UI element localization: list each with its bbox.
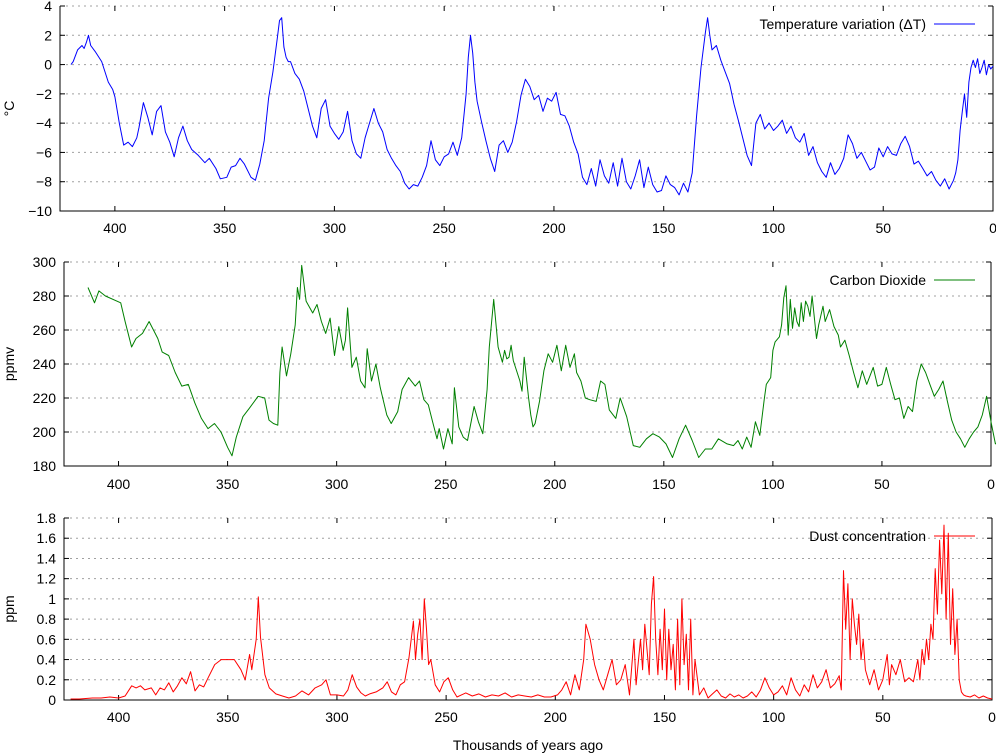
y-axis-title: ppmv [1, 347, 17, 381]
y-tick-label: 1 [48, 591, 56, 607]
x-tick-label: 0 [987, 476, 995, 492]
x-tick-label: 50 [874, 476, 890, 492]
y-tick-label: 1.4 [37, 550, 57, 566]
legend-label: Dust concentration [809, 528, 926, 544]
x-tick-label: 250 [434, 476, 458, 492]
x-tick-label: 300 [325, 709, 349, 725]
x-tick-label: 0 [988, 709, 996, 725]
x-tick-label: 250 [434, 709, 458, 725]
y-tick-label: 0.8 [37, 611, 57, 627]
x-tick-label: 400 [103, 220, 127, 236]
y-tick-label: −4 [36, 115, 52, 131]
series-line [87, 264, 996, 458]
y-tick-label: 280 [33, 288, 57, 304]
x-tick-label: 100 [762, 220, 786, 236]
y-tick-label: 0.4 [37, 652, 57, 668]
y-tick-label: 240 [33, 356, 57, 372]
y-tick-label: 0.2 [37, 672, 57, 688]
x-tick-label: 350 [213, 220, 237, 236]
legend-label: Temperature variation (ΔT) [759, 16, 926, 32]
chart-panel-2: 300 280 260 240 220 200 180 400 350 300 250 200 150 1… [1, 254, 996, 492]
axis-frame [59, 6, 994, 212]
y-tick-label: 1.8 [37, 510, 57, 526]
x-tick-label: 200 [544, 709, 568, 725]
y-tick-label: 0 [48, 692, 56, 708]
y-axis-title: °C [1, 101, 17, 117]
x-tick-label: 50 [875, 709, 891, 725]
y-tick-label: 300 [33, 254, 57, 270]
chart-panel-1: 4 2 0 −2 −4 −6 −8 −10 400 350 300 250 200 150 100 50 0 °C… [1, 0, 996, 236]
legend-label: Carbon Dioxide [830, 272, 927, 288]
y-tick-label: 1.6 [37, 530, 57, 546]
series-line [70, 17, 994, 196]
x-axis-title: Thousands of years ago [453, 737, 603, 753]
x-tick-label: 400 [107, 709, 131, 725]
x-tick-label: 150 [652, 476, 676, 492]
y-tick-label: 2 [44, 27, 52, 43]
x-tick-label: 50 [875, 220, 891, 236]
x-tick-label: 100 [761, 476, 785, 492]
y-axis-title: ppm [1, 595, 17, 622]
x-tick-label: 0 [989, 220, 996, 236]
y-tick-label: −6 [36, 144, 52, 160]
y-tick-label: 0 [44, 57, 52, 73]
x-tick-label: 350 [216, 476, 240, 492]
y-tick-label: −10 [28, 203, 52, 219]
x-tick-label: 300 [323, 220, 347, 236]
x-tick-label: 150 [652, 220, 676, 236]
chart-panel-3: 1.8 1.6 1.4 1.2 1 0.8 0.6 0.4 0.2 0 400 350 300 250 20… [1, 510, 996, 725]
y-tick-label: 200 [33, 424, 57, 440]
x-tick-label: 150 [653, 709, 677, 725]
y-tick-label: 1.2 [37, 571, 57, 587]
y-tick-label: −2 [36, 86, 52, 102]
x-tick-label: 100 [762, 709, 786, 725]
x-tick-label: 200 [543, 476, 567, 492]
x-tick-label: 200 [542, 220, 566, 236]
y-tick-label: 220 [33, 390, 57, 406]
x-tick-label: 350 [216, 709, 240, 725]
x-tick-label: 250 [432, 220, 456, 236]
y-tick-label: 180 [33, 458, 57, 474]
y-tick-label: 0.6 [37, 631, 57, 647]
axis-frame [63, 518, 993, 701]
y-tick-label: −8 [36, 174, 52, 190]
axis-frame [63, 262, 992, 467]
y-tick-label: 4 [44, 0, 52, 14]
series-line [70, 524, 993, 700]
x-tick-label: 300 [325, 476, 349, 492]
y-tick-label: 260 [33, 322, 57, 338]
x-tick-label: 400 [107, 476, 131, 492]
